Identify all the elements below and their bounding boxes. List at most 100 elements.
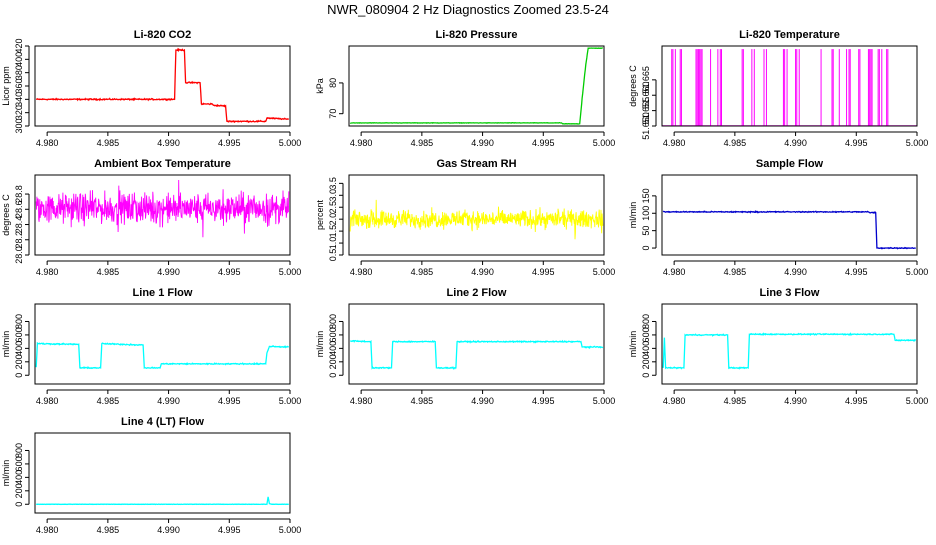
x-tick-label: 4.995 (845, 138, 868, 148)
x-tick-label: 4.995 (845, 267, 868, 277)
y-tick-label: 400 (14, 341, 24, 356)
x-tick-label: 4.995 (218, 525, 241, 535)
data-series-line (35, 341, 290, 370)
panel-4: Ambient Box Temperature degrees C 4.980 4.9… (1, 158, 301, 277)
y-axis-label: ml/min (628, 331, 638, 358)
data-layer (35, 179, 290, 238)
panel-title: Ambient Box Temperature (94, 158, 231, 170)
x-tick-label: 4.980 (663, 396, 686, 406)
plot-frame (661, 174, 918, 256)
y-axis-label: Licor ppm (1, 66, 11, 106)
y-tick-label: 3.5 (328, 177, 338, 190)
x-tick-label: 4.990 (784, 138, 807, 148)
x-tick-label: 4.990 (471, 267, 494, 277)
x-tick-label: 4.980 (36, 396, 59, 406)
x-tick-label: 4.985 (97, 267, 120, 277)
y-tick-label: 0 (641, 246, 651, 251)
y-tick-label: 360 (14, 78, 24, 93)
panel-title: Line 1 Flow (133, 287, 193, 299)
y-tick-label: 28.8 (14, 185, 24, 203)
x-tick-label: 4.990 (784, 396, 807, 406)
x-tick-label: 4.985 (724, 396, 747, 406)
x-tick-label: 4.985 (411, 138, 434, 148)
panel-10: Line 4 (LT) Flow ml/min 4.980 4.985 4.990 4.9… (1, 416, 301, 535)
x-tick-label: 5.000 (279, 396, 302, 406)
x-tick-label: 4.995 (845, 396, 868, 406)
x-tick-label: 5.000 (593, 138, 616, 148)
x-tick-label: 4.990 (157, 525, 180, 535)
x-tick-label: 4.980 (350, 138, 373, 148)
x-tick-label: 4.980 (350, 267, 373, 277)
x-tick-label: 5.000 (279, 138, 302, 148)
plot-frame (34, 303, 291, 385)
y-tick-label: 420 (14, 38, 24, 53)
x-tick-label: 4.980 (36, 525, 59, 535)
x-tick-label: 4.990 (157, 138, 180, 148)
y-tick-label: 100 (641, 206, 651, 221)
y-tick-label: 0.5 (328, 249, 338, 262)
panel-title: Sample Flow (756, 158, 824, 170)
y-tick-label: 28.6 (14, 201, 24, 219)
data-series-line (36, 47, 290, 124)
panel-title: Line 4 (LT) Flow (121, 416, 204, 428)
x-tick-label: 4.995 (218, 267, 241, 277)
y-tick-label: 51.650 (641, 112, 651, 140)
y-tick-label: 0 (328, 373, 338, 378)
y-tick-label: 200 (641, 354, 651, 369)
panel-5: Gas Stream RH percent 4.980 4.985 4.990 4.995… (315, 158, 615, 277)
x-tick-label: 4.995 (532, 138, 555, 148)
plot-frame (661, 45, 918, 127)
y-tick-label: 380 (14, 65, 24, 80)
y-tick-label: 50 (641, 226, 651, 236)
y-tick-label: 0 (641, 373, 651, 378)
data-series-line (662, 209, 916, 250)
panel-title: Li-820 CO2 (134, 29, 191, 41)
x-tick-label: 4.985 (411, 396, 434, 406)
y-axis-label: ml/min (315, 331, 325, 358)
plot-frame (34, 45, 291, 127)
x-tick-label: 4.980 (663, 138, 686, 148)
x-tick-label: 5.000 (906, 138, 929, 148)
x-tick-label: 5.000 (906, 267, 929, 277)
data-layer (662, 49, 917, 126)
y-tick-label: 51.655 (641, 97, 651, 125)
x-tick-label: 4.985 (97, 396, 120, 406)
panel-8: Line 2 Flow ml/min 4.980 4.985 4.990 4.995 5.0… (315, 287, 615, 406)
y-tick-label: 1.5 (328, 225, 338, 238)
y-tick-label: 28.4 (14, 216, 24, 234)
data-layer (662, 209, 916, 250)
data-series-line (36, 496, 289, 506)
x-tick-label: 4.985 (411, 267, 434, 277)
x-tick-label: 4.990 (157, 267, 180, 277)
y-tick-label: 400 (14, 52, 24, 67)
y-tick-label: 200 (14, 354, 24, 369)
y-tick-label: 2.5 (328, 201, 338, 214)
x-tick-label: 4.985 (724, 267, 747, 277)
x-tick-label: 4.990 (784, 267, 807, 277)
x-tick-label: 4.980 (350, 396, 373, 406)
y-tick-label: 800 (14, 314, 24, 329)
x-tick-label: 4.995 (218, 396, 241, 406)
y-axis-label: ml/min (1, 331, 11, 358)
panel-7: Line 1 Flow ml/min 4.980 4.985 4.990 4.995 5.0… (1, 287, 301, 406)
x-tick-label: 4.990 (471, 138, 494, 148)
panel-title: Li-820 Pressure (436, 29, 518, 41)
y-axis-label: kPa (315, 78, 325, 94)
plot-frame (348, 45, 605, 127)
x-tick-label: 4.980 (36, 138, 59, 148)
y-axis-label: percent (315, 199, 325, 230)
x-tick-label: 4.990 (157, 396, 180, 406)
x-tick-label: 4.990 (471, 396, 494, 406)
data-series-line (350, 339, 604, 370)
plot-frame (34, 174, 291, 256)
y-tick-label: 200 (328, 354, 338, 369)
y-tick-label: 28.2 (14, 231, 24, 249)
data-layer (36, 496, 289, 506)
x-tick-label: 4.995 (218, 138, 241, 148)
y-axis-label: degrees C (628, 65, 638, 107)
panel-title: Gas Stream RH (436, 158, 516, 170)
y-tick-label: 1.0 (328, 237, 338, 250)
y-tick-label: 800 (328, 314, 338, 329)
